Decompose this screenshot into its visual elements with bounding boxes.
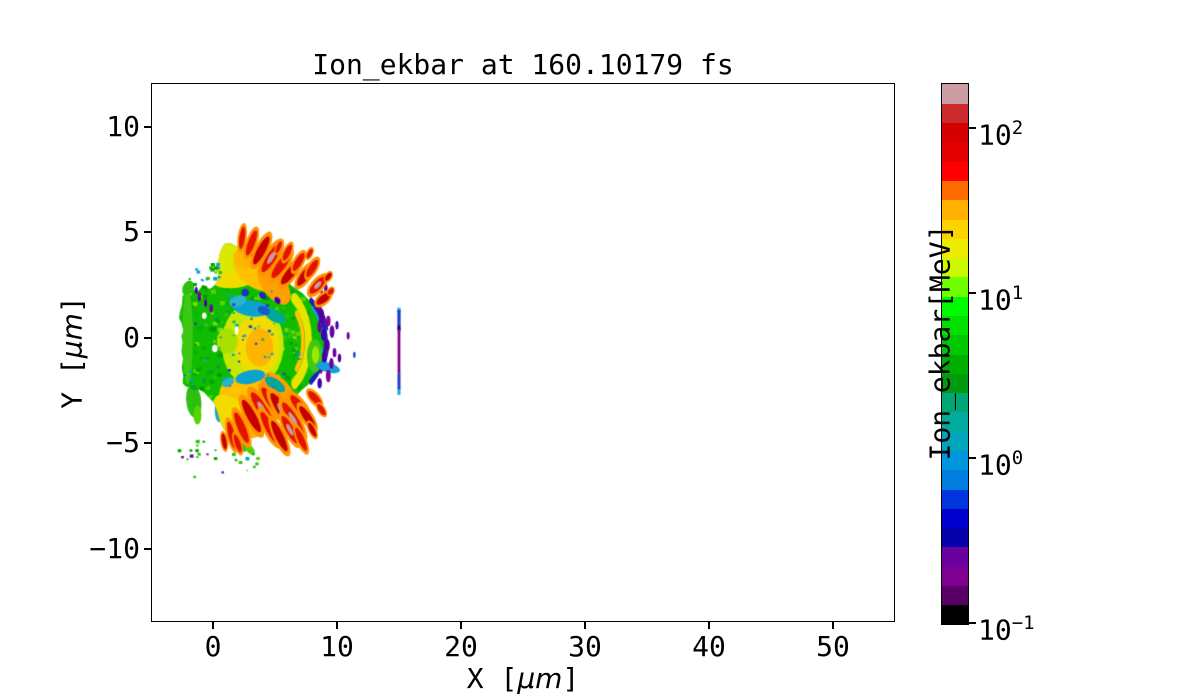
colorbar-band: [942, 527, 968, 548]
x-tick-label: 40: [692, 630, 726, 663]
colorbar-band: [942, 546, 968, 567]
x-tick-label: 20: [444, 630, 478, 663]
colorbar-band: [942, 431, 968, 452]
x-tick-mark: [460, 622, 462, 629]
colorbar-band: [942, 219, 968, 239]
colorbar-band: [942, 373, 968, 394]
x-tick-label: 10: [320, 630, 354, 663]
x-tick-label: 30: [568, 630, 602, 663]
colorbar-band: [942, 392, 968, 413]
colorbar-tick-label: 100: [978, 446, 1024, 482]
y-tick-mark: [144, 231, 151, 234]
x-tick-label: 50: [816, 630, 850, 663]
x-tick-mark: [336, 622, 338, 629]
y-tick-mark: [144, 336, 151, 339]
colorbar-band: [942, 161, 968, 182]
x-tick-mark: [584, 622, 586, 629]
colorbar-band: [942, 84, 968, 104]
colorbar-band: [942, 122, 968, 143]
colorbar-band: [942, 199, 968, 220]
colorbar-band: [942, 489, 968, 509]
y-tick-mark: [144, 125, 151, 128]
y-tick-mark: [144, 442, 151, 445]
colorbar-band: [942, 315, 968, 336]
colorbar-band: [942, 238, 968, 259]
y-tick-label: 5: [123, 215, 140, 249]
colorbar-band: [942, 354, 968, 374]
colorbar-band: [942, 180, 968, 201]
colorbar-band: [942, 566, 968, 587]
colorbar-band: [942, 585, 968, 606]
colorbar-tick-label: 102: [978, 116, 1024, 151]
plot-frame: [151, 83, 895, 622]
x-tick-mark: [212, 622, 214, 629]
colorbar-band: [942, 103, 968, 124]
colorbar-tick-mark: [969, 456, 976, 459]
colorbar-tick-mark: [969, 291, 976, 294]
colorbar-tick-mark: [969, 126, 976, 129]
y-tick-label: 10: [106, 109, 140, 143]
colorbar-band: [942, 469, 968, 490]
colorbar-band: [942, 508, 968, 529]
colorbar-band: [942, 296, 968, 317]
x-tick-label: 0: [204, 630, 222, 663]
colorbar-band: [942, 604, 968, 625]
x-tick-mark: [832, 622, 834, 629]
colorbar-label: Ion_ekbar[MeV]: [923, 224, 957, 461]
mu-symbol: μm: [517, 662, 563, 695]
y-tick-label: 0: [123, 320, 140, 354]
x-tick-mark: [708, 622, 710, 629]
colorbar-tick-label: 101: [978, 281, 1024, 316]
colorbar-tick-mark: [969, 622, 976, 624]
y-tick-mark: [144, 547, 151, 550]
colorbar: [941, 83, 969, 625]
x-axis-label: X [μm]: [466, 662, 580, 695]
colorbar-tick-label: 10−1: [978, 612, 1035, 647]
colorbar-band: [942, 276, 968, 297]
y-tick-label: −5: [106, 426, 140, 460]
colorbar-band: [942, 334, 968, 355]
colorbar-band: [942, 257, 968, 278]
plot-title: Ion_ekbar at 160.10179 fs: [312, 48, 734, 81]
y-tick-label: −10: [89, 531, 140, 565]
colorbar-band: [942, 411, 968, 432]
colorbar-band: [942, 450, 968, 471]
colorbar-band: [942, 141, 968, 162]
